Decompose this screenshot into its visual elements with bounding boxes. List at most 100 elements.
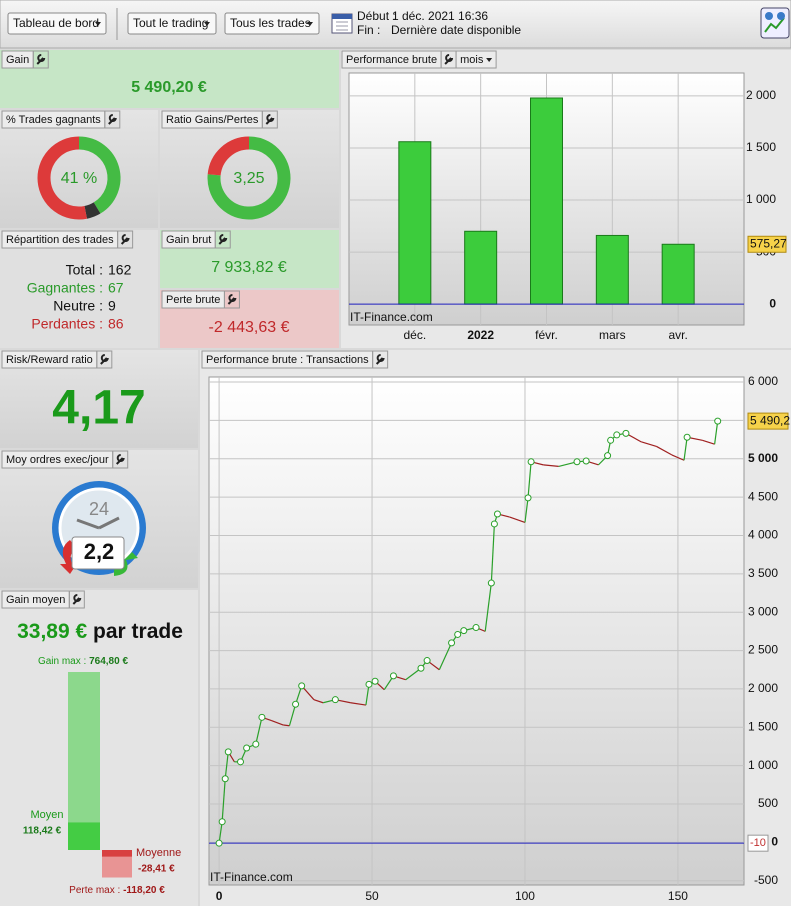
baseline-label: -10 — [750, 837, 766, 849]
button[interactable] — [7, 12, 107, 35]
trade-point — [221, 775, 229, 783]
loss-max-value: -118,20 € — [123, 885, 165, 896]
period-dropdown[interactable] — [455, 50, 497, 69]
gain-max-label: Gain max : — [38, 656, 86, 667]
wrench-button[interactable] — [104, 110, 121, 129]
trade-point — [448, 639, 456, 647]
x-tick-label: avr. — [668, 328, 687, 342]
button-label[interactable]: Tableau de bord — [13, 16, 99, 30]
value-label-box — [747, 412, 789, 430]
button-label[interactable]: Tout le trading — [133, 16, 208, 30]
wrench-button[interactable] — [68, 590, 85, 609]
value-label: 5 490,2 — [750, 413, 790, 427]
y-tick-label: 1 000 — [748, 758, 778, 772]
trade-point — [613, 431, 621, 439]
panel-tab-label: Risk/Reward ratio — [6, 354, 93, 366]
breakdown-value: 67 — [108, 280, 124, 296]
line-segment — [490, 523, 495, 584]
line-segment — [255, 717, 263, 745]
donut-segment — [207, 136, 291, 220]
dropdown-arrow — [307, 22, 313, 26]
gain-value: 5 490,20 € — [131, 79, 207, 96]
avg-gain-suffix: par trade — [93, 620, 183, 643]
avg-gain-heading: 33,89 € par trade — [17, 620, 183, 643]
value-label-box — [747, 235, 787, 253]
x-tick-label: 100 — [515, 889, 535, 903]
line-segment — [543, 464, 559, 467]
trade-point — [683, 433, 691, 441]
button[interactable] — [224, 12, 320, 35]
button[interactable] — [127, 12, 217, 35]
wrench-icon — [120, 234, 130, 245]
settings-icon[interactable] — [760, 7, 790, 39]
y-tick-label: 3 500 — [748, 566, 778, 580]
wrench-icon — [108, 114, 117, 125]
period-label: mois — [460, 54, 484, 66]
gain-max-bar — [68, 672, 100, 850]
avg-gain-value: 33,89 € — [17, 620, 87, 643]
line-segment — [509, 516, 526, 523]
trade-point — [224, 748, 232, 756]
panel-tab-label: Gain brut — [166, 234, 211, 246]
trade-point — [417, 664, 425, 672]
x-tick-label: 0 — [216, 889, 223, 903]
panel-tab-label: Gain moyen — [6, 594, 65, 606]
calendar-icon[interactable] — [331, 13, 353, 34]
wrench-icon — [227, 294, 237, 305]
panel-tab-label: Répartition des trades — [6, 234, 114, 246]
loss-avg-bar — [102, 850, 132, 857]
breakdown-value: 9 — [108, 298, 116, 314]
wrench-button[interactable] — [214, 230, 231, 249]
wrench-button[interactable] — [117, 230, 134, 249]
x-tick-label: 50 — [365, 889, 379, 903]
loss-avg-label: Moyenne — [136, 847, 181, 859]
wrench-button[interactable] — [261, 110, 278, 129]
line-segment — [350, 702, 367, 706]
line-segment — [641, 441, 657, 448]
button-label[interactable]: Tous les trades — [230, 16, 311, 30]
gain-max: Gain max : 764,80 € — [38, 656, 129, 667]
trade-point — [460, 627, 468, 635]
panel-tab-label: Ratio Gains/Pertes — [166, 114, 259, 126]
wrench-icon — [100, 354, 109, 365]
wrench-button[interactable] — [372, 350, 389, 369]
wrench-button[interactable] — [32, 50, 49, 69]
trade-point — [573, 458, 581, 466]
trade-point — [454, 630, 462, 638]
trade-point — [487, 579, 495, 587]
y-tick-label: 1 000 — [746, 192, 776, 206]
breakdown-label: Perdantes : — [31, 316, 103, 332]
trade-point — [365, 680, 373, 688]
trade-point — [622, 429, 630, 437]
trade-point — [472, 624, 480, 632]
line-segment — [270, 719, 284, 726]
end-date: Dernière date disponible — [391, 23, 521, 37]
gain-avg-bar — [68, 822, 100, 850]
y-tick-label: 6 000 — [748, 374, 778, 388]
clock-icon — [52, 481, 146, 576]
wrench-button[interactable] — [223, 290, 240, 309]
baseline-label-box — [747, 834, 769, 852]
wrench-icon — [116, 454, 125, 465]
trade-point — [371, 677, 379, 685]
clock-label: 24 — [89, 499, 109, 519]
panel-tab-label: Gain — [6, 54, 29, 66]
orders-value: 2,2 — [84, 539, 115, 564]
breakdown-label: Neutre : — [53, 298, 103, 314]
donut-segment — [207, 136, 250, 176]
y-tick-label: 1 500 — [746, 140, 776, 154]
line-segment — [524, 497, 529, 523]
line-segment — [527, 461, 532, 498]
wrench-button[interactable] — [96, 350, 113, 369]
trade-point — [237, 758, 245, 766]
loss-max-label: Perte max : — [69, 885, 120, 896]
donut-segment — [84, 202, 101, 219]
wrench-button[interactable] — [112, 450, 129, 469]
breakdown-label: Total : — [66, 262, 103, 278]
line-segment — [218, 821, 223, 844]
trade-point — [258, 713, 266, 721]
trade-point — [490, 520, 498, 528]
panel-tab-label: Performance brute — [346, 54, 437, 66]
y-tick-label: 2 000 — [746, 88, 776, 102]
